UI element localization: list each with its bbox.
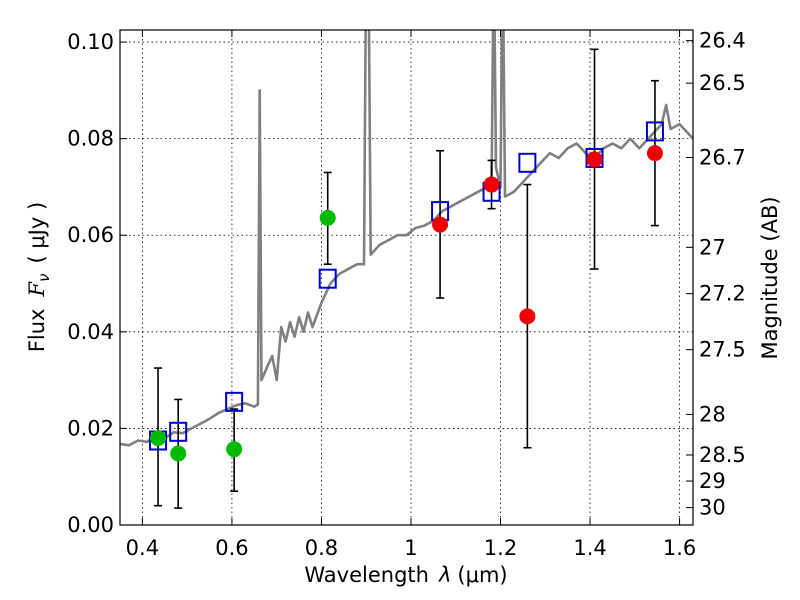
green-data-point (226, 441, 243, 458)
y-tick-label: 0.08 (67, 127, 114, 151)
model-square-marker (169, 421, 188, 442)
model-square-marker (518, 152, 537, 173)
x-tick-label: 0.8 (305, 536, 338, 560)
plot-area (120, 30, 693, 447)
red-data-point (586, 151, 603, 168)
y2-tick-label: 26.4 (699, 29, 746, 53)
y-tick-label: 0.02 (67, 416, 114, 440)
red-data-point (432, 216, 449, 233)
red-data-point (646, 145, 663, 162)
x-axis-title-unit: (μm) (457, 563, 507, 587)
x-tick-label: 1.4 (573, 536, 606, 560)
y-axis-title-unit: ( μJy ) (25, 202, 49, 264)
y2-tick-label: 28.5 (699, 443, 746, 467)
y2-tick-label: 27 (699, 235, 726, 259)
x-tick-label: 1.6 (663, 536, 696, 560)
y-axis-title-subscript: ν (35, 274, 53, 282)
x-tick-label: 1 (404, 536, 417, 560)
y-tick-label: 0.10 (67, 30, 114, 54)
y-axis-title-prefix: Flux (25, 309, 49, 353)
spectrum-line (120, 30, 693, 447)
red-data-point (519, 308, 536, 325)
x-tick-label: 1.2 (484, 536, 517, 560)
y-tick-label: 0.00 (67, 513, 114, 537)
x-axis-title-prefix: Wavelength (304, 563, 429, 587)
x-tick-label: 0.4 (126, 536, 159, 560)
y2-tick-label: 30 (699, 496, 726, 520)
model-square-marker (645, 121, 664, 142)
red-data-point (483, 176, 500, 193)
grid-lines (120, 30, 693, 525)
y2-tick-label: 29 (699, 469, 726, 493)
model-square-marker (318, 268, 337, 289)
plot-frame (119, 29, 694, 526)
y2-axis-title: Magnitude (AB) (758, 196, 782, 359)
y2-tick-label: 27.5 (699, 338, 746, 362)
x-tick-label: 0.6 (215, 536, 248, 560)
y-axis-title: Flux Fν ( μJy ) (25, 202, 53, 352)
x-axis-title-symbol: λ (438, 563, 451, 587)
green-data-point (170, 445, 187, 462)
y2-tick-label: 26.5 (699, 71, 746, 95)
y2-tick-label: 28 (699, 402, 726, 426)
green-data-point (319, 209, 336, 226)
y2-tick-label: 27.2 (699, 282, 746, 306)
axis-ticks (120, 30, 693, 526)
model-square-marker (225, 391, 244, 412)
y2-tick-label: 26.7 (699, 145, 746, 169)
green-data-point (150, 430, 167, 447)
y-axis-title-symbol: F (25, 281, 49, 298)
y-tick-label: 0.04 (67, 320, 114, 344)
y-tick-label: 0.06 (67, 223, 114, 247)
x-axis-title: Wavelength λ (μm) (304, 563, 507, 587)
